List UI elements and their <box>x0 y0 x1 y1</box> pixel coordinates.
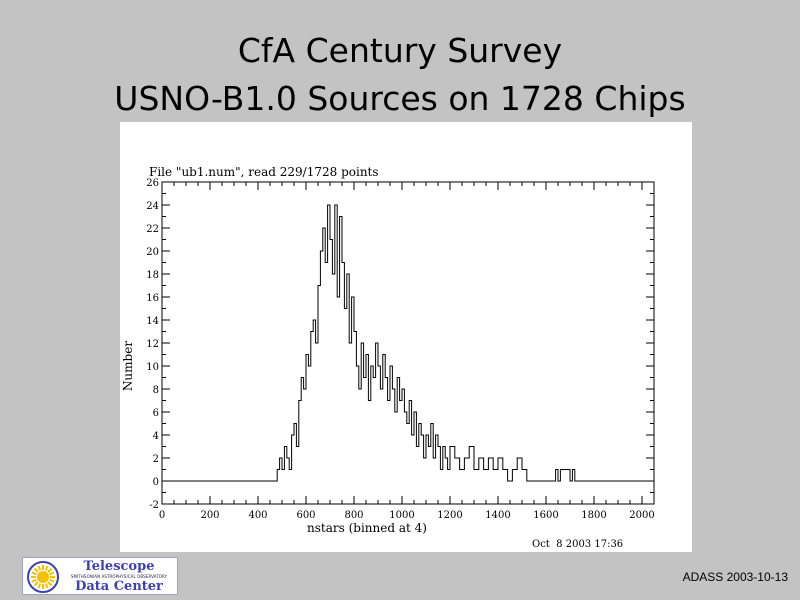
histogram-panel: File "ub1.num", read 229/1728 points Num… <box>120 122 692 552</box>
y-tick-label: 16 <box>146 293 159 304</box>
x-tick-label: 800 <box>344 510 363 521</box>
sun-ray <box>47 581 53 587</box>
logo-text-observatory: SMITHSONIAN ASTROPHYSICAL OBSERVATORY <box>70 574 168 579</box>
slide-title-line1: CfA Century Survey <box>237 31 563 70</box>
slide-title-line2: USNO-B1.0 Sources on 1728 Chips <box>114 79 686 118</box>
x-tick-label: 1400 <box>485 510 510 521</box>
sun-ray <box>44 583 49 589</box>
sun-ray <box>47 567 53 573</box>
footer-date-label: ADASS 2003-10-13 <box>682 570 788 584</box>
y-tick-label: 4 <box>153 431 159 442</box>
sun-ray <box>37 565 42 571</box>
x-tick-label: 600 <box>296 510 315 521</box>
y-tick-label: 24 <box>146 201 159 212</box>
logo-text-data-center: Data Center <box>75 579 163 594</box>
sun-ray <box>31 578 37 583</box>
y-tick-label: 20 <box>146 247 159 258</box>
y-tick-label: 0 <box>153 477 159 488</box>
y-tick-label: 26 <box>146 178 159 189</box>
plot-frame <box>161 181 655 505</box>
x-tick-label: 1600 <box>533 510 558 521</box>
x-tick-label: 0 <box>159 510 165 521</box>
telescope-data-center-logo: Telescope SMITHSONIAN ASTROPHYSICAL OBSE… <box>22 557 178 595</box>
x-tick-label: 400 <box>248 510 267 521</box>
sun-icon <box>27 561 59 593</box>
y-tick-label: 12 <box>146 339 159 350</box>
logo-text-telescope: Telescope <box>83 559 155 574</box>
sun-ray <box>37 583 42 589</box>
y-tick-label: 6 <box>153 408 159 419</box>
sun-ray <box>44 565 49 571</box>
x-tick-label: 2000 <box>629 510 654 521</box>
chart-title: File "ub1.num", read 229/1728 points <box>149 165 379 179</box>
y-tick-label: 22 <box>146 224 159 235</box>
y-tick-label: 14 <box>146 316 159 327</box>
x-axis-label: nstars (binned at 4) <box>307 521 427 535</box>
y-tick-label: 10 <box>146 362 159 373</box>
x-tick-label: 200 <box>200 510 219 521</box>
sun-ray <box>49 571 55 576</box>
x-tick-label: 1000 <box>389 510 414 521</box>
timestamp-label: Oct 8 2003 17:36 <box>532 539 623 550</box>
sun-ray <box>33 567 39 573</box>
histogram-series <box>162 204 654 482</box>
x-tick-label: 1800 <box>581 510 606 521</box>
sun-ray <box>49 578 55 583</box>
sun-ray <box>33 581 39 587</box>
y-tick-label: 8 <box>153 385 159 396</box>
y-tick-label: 18 <box>146 270 159 281</box>
x-tick-label: 1200 <box>437 510 462 521</box>
y-tick-label: -2 <box>149 500 159 511</box>
y-tick-label: 2 <box>153 454 159 465</box>
sun-ray <box>31 571 37 576</box>
histogram-chart: File "ub1.num", read 229/1728 points Num… <box>121 165 655 550</box>
y-axis-label: Number <box>121 341 135 391</box>
